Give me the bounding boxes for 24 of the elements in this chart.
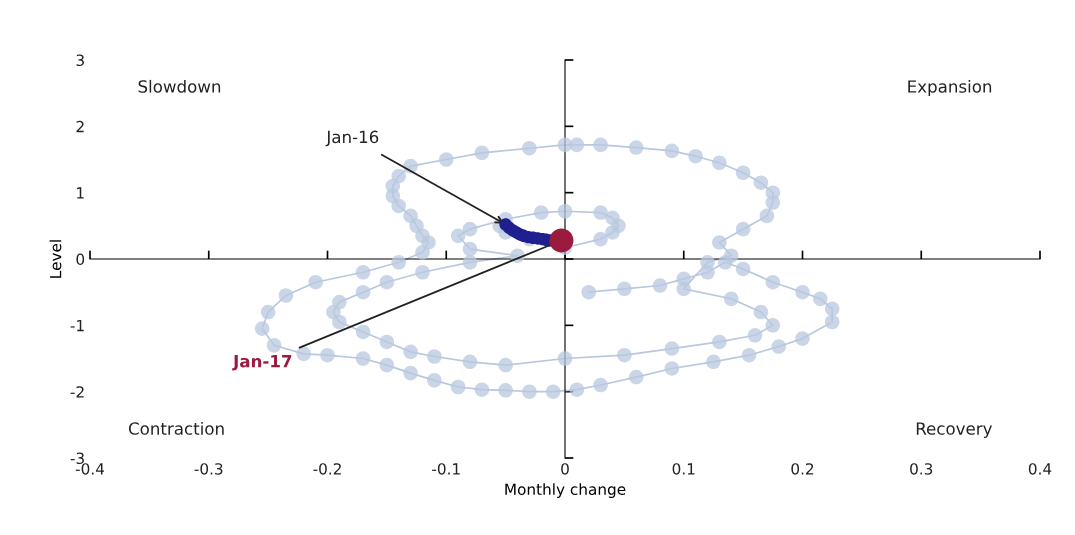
y-axis-title: Level (49, 240, 62, 278)
annotation: Recovery (916, 422, 992, 439)
x-tick-label: -0.3 (194, 463, 223, 475)
x-tick-label: -0.1 (432, 463, 460, 475)
y-tick-label: -2 (70, 386, 84, 398)
x-tick-label: 0 (561, 463, 569, 475)
y-tick-label: 1 (77, 187, 84, 199)
y-tick-label: 0 (76, 253, 85, 266)
annotation: Contraction (128, 421, 224, 435)
x-tick-label: 0.2 (791, 463, 814, 475)
y-tick-label: -1 (70, 320, 84, 332)
x-tick-label: -0.4 (75, 463, 105, 475)
annotation: Slowdown (138, 79, 221, 93)
x-tick-label: 0.3 (910, 463, 933, 475)
x-tick-label: -0.2 (313, 463, 341, 475)
y-tick-label: -3 (70, 452, 84, 465)
y-tick-label: 3 (76, 54, 84, 67)
x-tick-label: 0.4 (1028, 463, 1052, 475)
y-tick-label: 2 (76, 120, 84, 133)
annotation: Expansion (908, 79, 992, 97)
x-axis-title: Monthly change (505, 483, 626, 498)
annotation: Jan-17 (232, 355, 292, 371)
x-tick-label: 0.1 (672, 463, 695, 475)
annotation: Jan-16 (325, 130, 379, 147)
